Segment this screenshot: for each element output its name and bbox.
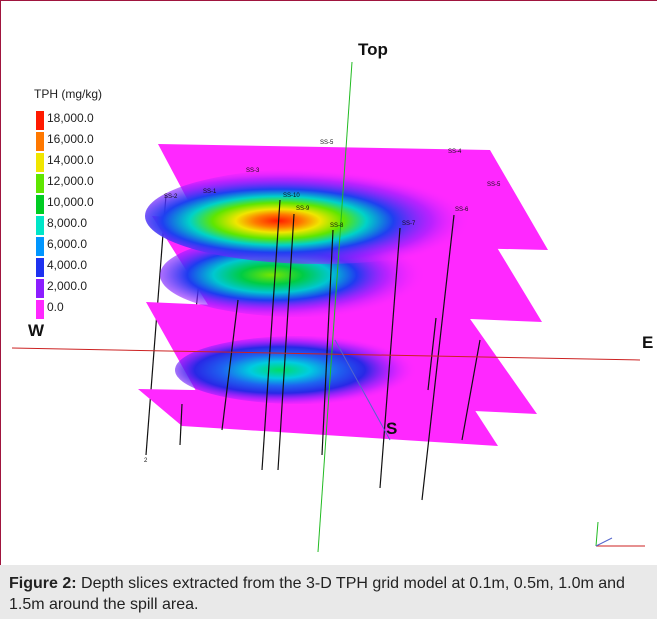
- legend-swatch: [36, 258, 44, 277]
- legend-label: 16,000.0: [47, 132, 94, 146]
- legend-label: 8,000.0: [47, 216, 87, 230]
- legend-swatch: [36, 111, 44, 130]
- depth-slice-1.0m: [146, 302, 537, 414]
- well-label: SS-7: [402, 221, 416, 227]
- legend-title: TPH (mg/kg): [34, 87, 102, 101]
- axis-labels: Top W E S: [28, 40, 653, 438]
- legend-swatch: [36, 300, 44, 319]
- caption-label: Figure 2:: [9, 575, 77, 592]
- well-label: SS-3: [246, 168, 260, 174]
- legend-label: 2,000.0: [47, 279, 87, 293]
- east-label: E: [642, 333, 653, 352]
- legend-swatch: [36, 132, 44, 151]
- axis-lines: [11, 61, 645, 553]
- legend-label: 14,000.0: [47, 153, 94, 167]
- legend-swatch: [36, 195, 44, 214]
- figure-caption: Figure 2: Depth slices extracted from th…: [0, 565, 657, 619]
- well-label: SS-2: [164, 194, 178, 200]
- legend-swatch: [36, 237, 44, 256]
- color-legend: TPH (mg/kg) 18,000.0 16,000.0 14,000.0 12,0…: [34, 87, 102, 319]
- well-label: SS-4: [448, 149, 462, 155]
- legend-label: 12,000.0: [47, 174, 94, 188]
- south-label: S: [386, 419, 397, 438]
- well-label: SS-1: [203, 189, 217, 195]
- legend-label: 4,000.0: [47, 258, 87, 272]
- legend-swatch: [36, 216, 44, 235]
- depth-slice-0.1m: [145, 144, 548, 264]
- legend-label: 10,000.0: [47, 195, 94, 209]
- legend-swatch: [36, 174, 44, 193]
- legend-label: 18,000.0: [47, 111, 94, 125]
- well-lines-front: [179, 199, 481, 501]
- well-labels: SS-5 SS-3 SS-4 SS-1 SS-10 SS-9 SS-8 SS-2…: [144, 140, 501, 464]
- well-label: SS-5: [487, 182, 501, 188]
- well-label: SS-9: [296, 206, 310, 212]
- well-label: SS-6: [455, 207, 469, 213]
- well-label: SS-8: [330, 223, 344, 229]
- legend-label: 0.0: [47, 300, 64, 314]
- legend-swatch: [36, 279, 44, 298]
- legend-label: 6,000.0: [47, 237, 87, 251]
- well-label: SS-10: [283, 193, 300, 199]
- well-label: SS-5: [320, 140, 334, 146]
- west-label: W: [28, 321, 45, 340]
- tph-3d-scene: TPH (mg/kg) 18,000.0 16,000.0 14,000.0 12,0…: [11, 40, 653, 553]
- legend-swatch: [36, 153, 44, 172]
- well-label: 2: [144, 458, 148, 464]
- top-label: Top: [358, 40, 388, 59]
- caption-text: Depth slices extracted from the 3-D TPH …: [9, 575, 625, 613]
